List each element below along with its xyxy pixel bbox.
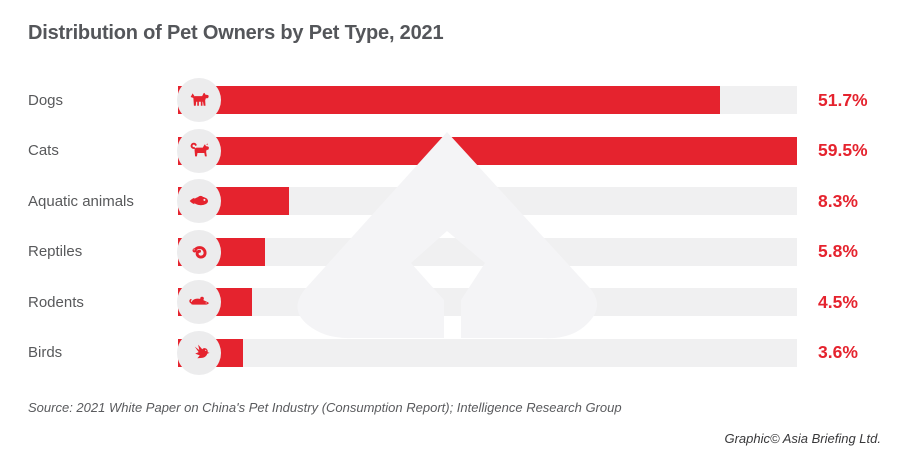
category-label: Birds bbox=[28, 344, 63, 362]
bar-track bbox=[178, 136, 797, 165]
category-label: Cats bbox=[28, 142, 59, 160]
icon-circle bbox=[177, 229, 221, 274]
cat-icon bbox=[190, 142, 209, 157]
bar-track bbox=[178, 86, 797, 115]
value-label: 4.5% bbox=[818, 291, 858, 312]
icon-circle bbox=[177, 280, 221, 325]
bar-row-cats: Cats 59.5% bbox=[0, 126, 900, 177]
rodent-icon bbox=[189, 296, 209, 305]
category-label: Dogs bbox=[28, 91, 64, 109]
icon-circle bbox=[177, 78, 221, 123]
value-label: 59.5% bbox=[818, 140, 868, 161]
category-label: Aquatic animals bbox=[28, 192, 134, 210]
value-label: 3.6% bbox=[818, 342, 858, 363]
bar-row-birds: Birds 3.6% bbox=[0, 328, 900, 379]
bar-fill bbox=[178, 86, 720, 115]
reptile-icon bbox=[192, 245, 207, 259]
value-label: 51.7% bbox=[818, 89, 868, 110]
bar-row-reptiles: Reptiles 5.8% bbox=[0, 227, 900, 278]
bar-fill bbox=[178, 136, 797, 165]
fish-icon bbox=[189, 196, 208, 206]
category-label: Rodents bbox=[28, 293, 84, 311]
value-label: 8.3% bbox=[818, 190, 858, 211]
icon-circle bbox=[177, 179, 221, 224]
dog-icon bbox=[190, 93, 209, 106]
chart-title: Distribution of Pet Owners by Pet Type, … bbox=[28, 22, 444, 44]
bar-track bbox=[178, 187, 797, 216]
chart-rows: Dogs 51.7% Cats bbox=[0, 75, 900, 378]
bar-track bbox=[178, 237, 797, 266]
bar-row-rodents: Rodents 4.5% bbox=[0, 277, 900, 328]
value-label: 5.8% bbox=[818, 241, 858, 262]
bird-icon bbox=[194, 344, 210, 359]
category-label: Reptiles bbox=[28, 243, 83, 261]
bar-track bbox=[178, 288, 797, 317]
credit-note: Graphic© Asia Briefing Ltd. bbox=[724, 431, 881, 446]
bar-track bbox=[178, 338, 797, 367]
source-note: Source: 2021 White Paper on China's Pet … bbox=[28, 400, 622, 415]
icon-circle bbox=[177, 330, 221, 375]
bar-row-dogs: Dogs 51.7% bbox=[0, 75, 900, 126]
bar-row-aquatic-animals: Aquatic animals 8.3% bbox=[0, 176, 900, 227]
icon-circle bbox=[177, 128, 221, 173]
